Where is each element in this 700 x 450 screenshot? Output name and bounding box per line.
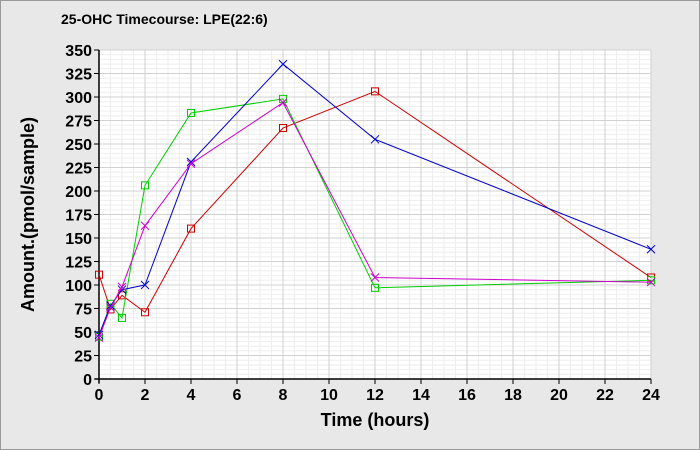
data-point-stroke — [186, 159, 196, 169]
y-tick-label: 25 — [74, 349, 92, 366]
series-layer — [94, 59, 656, 342]
data-point — [187, 108, 195, 117]
data-point — [278, 59, 288, 69]
x-tick-label: 8 — [279, 387, 288, 404]
data-point — [646, 244, 656, 254]
data-point — [187, 224, 195, 233]
data-point-stroke — [370, 134, 380, 144]
x-tick-label: 18 — [504, 387, 522, 404]
y-tick-label: 175 — [65, 208, 92, 225]
x-tick-label: 24 — [642, 387, 660, 404]
x-tick-label: 0 — [95, 387, 104, 404]
data-point — [371, 87, 379, 96]
data-point — [94, 333, 104, 342]
x-tick-label: 10 — [320, 387, 338, 404]
series-3 — [94, 59, 656, 340]
y-tick-label: 300 — [65, 90, 92, 107]
y-tick-label: 275 — [65, 114, 92, 131]
data-point — [646, 277, 656, 287]
data-point-stroke — [140, 221, 150, 231]
x-tick-label: 12 — [366, 387, 384, 404]
y-tick-labels: 0 25 50 75 100 125 150 175 200 225 250 275 300 325 350 — [65, 43, 92, 389]
data-point — [371, 283, 379, 292]
x-tick-label: 16 — [458, 387, 476, 404]
data-point — [106, 303, 115, 312]
y-tick-label: 225 — [65, 161, 92, 178]
data-point — [141, 181, 149, 190]
y-tick-label: 100 — [65, 278, 92, 295]
data-point — [370, 273, 380, 282]
data-point-stroke — [278, 98, 288, 107]
x-axis-label: Time (hours) — [321, 410, 430, 430]
series-line — [98, 63, 652, 335]
data-point-stroke — [140, 280, 150, 290]
y-tick-label: 75 — [74, 302, 92, 319]
data-point-stroke — [278, 59, 288, 69]
data-point-stroke — [370, 273, 380, 282]
y-tick-label: 125 — [65, 255, 92, 272]
data-point — [278, 98, 288, 107]
x-tick-label: 22 — [596, 387, 614, 404]
x-tick-label: 2 — [141, 387, 150, 404]
data-point-stroke — [646, 277, 656, 287]
data-point-stroke — [94, 330, 104, 340]
data-point-stroke — [94, 333, 104, 342]
data-point — [95, 270, 103, 279]
x-tick-labels: 0 2 4 6 8 10 12 14 16 18 20 22 24 — [95, 387, 660, 404]
data-point-stroke — [117, 282, 127, 292]
data-point — [117, 282, 127, 292]
data-point — [95, 332, 103, 341]
y-tick-label: 50 — [74, 325, 92, 342]
data-point — [140, 280, 150, 290]
data-point-stroke — [646, 244, 656, 254]
data-point — [118, 313, 126, 322]
y-tick-label: 250 — [65, 137, 92, 154]
data-point — [94, 330, 104, 340]
x-tick-label: 14 — [412, 387, 430, 404]
x-tick-label: 20 — [550, 387, 568, 404]
data-point — [279, 124, 287, 133]
chart-title: 25-OHC Timecourse: LPE(22:6) — [61, 11, 268, 27]
data-point — [186, 159, 196, 169]
x-tick-label: 6 — [233, 387, 242, 404]
data-point-stroke — [106, 303, 115, 312]
data-point — [647, 276, 655, 285]
data-point — [370, 134, 380, 144]
series-4 — [94, 98, 656, 342]
x-tick-label: 4 — [187, 387, 196, 404]
series-line — [98, 101, 652, 338]
y-axis-label: Amount.(pmol/sample) — [18, 117, 38, 312]
y-tick-label: 0 — [83, 372, 92, 389]
y-tick-label: 150 — [65, 231, 92, 248]
y-tick-label: 200 — [65, 184, 92, 201]
data-point — [140, 221, 150, 231]
y-tick-label: 325 — [65, 67, 92, 84]
data-point — [141, 308, 149, 317]
data-point — [186, 157, 196, 167]
y-tick-label: 350 — [65, 43, 92, 60]
data-point-stroke — [186, 157, 196, 167]
